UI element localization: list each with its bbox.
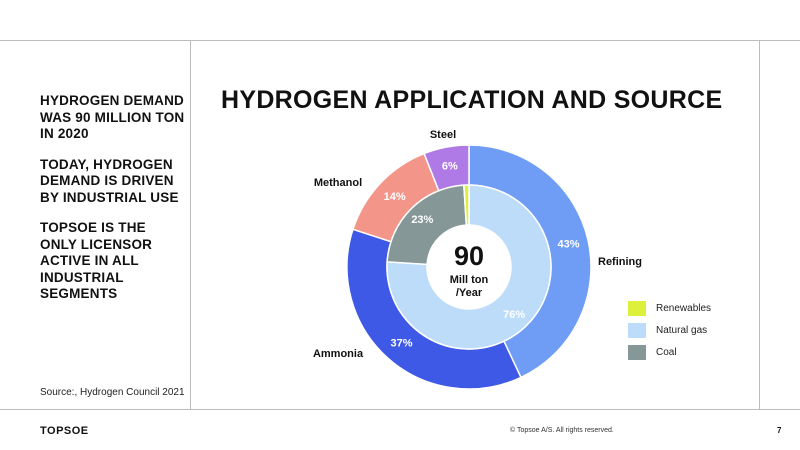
category-label-ammonia: Ammonia xyxy=(313,348,364,360)
category-label-refining: Refining xyxy=(598,256,642,268)
center-unit-line-2: /Year xyxy=(456,287,483,299)
legend-swatch-renewables xyxy=(628,300,646,316)
brand-logo-text: TOPSOE xyxy=(40,425,89,437)
outer-pct-ammonia: 37% xyxy=(391,337,413,349)
inner-ring xyxy=(386,184,552,350)
outer-pct-steel: 6% xyxy=(442,161,458,173)
inner-pct-natural-gas: 76% xyxy=(503,309,525,321)
legend-label-renewables: Renewables xyxy=(656,302,712,314)
statement-industrial-use: TODAY, HYDROGEN DEMAND IS DRIVEN BY INDU… xyxy=(40,156,179,205)
top-divider xyxy=(0,40,800,41)
chart-title: HYDROGEN APPLICATION AND SOURCE xyxy=(221,86,723,114)
chart-labels: 43% 37% 14% 6% 76% 23% Refining Ammonia Methanol… xyxy=(313,129,642,360)
outer-pct-refining: 43% xyxy=(558,239,580,251)
legend-label-coal: Coal xyxy=(656,346,677,358)
category-label-methanol: Methanol xyxy=(314,177,362,189)
legend-swatch-natural-gas xyxy=(628,322,646,338)
left-panel-divider xyxy=(190,40,191,409)
legend-label-natural-gas: Natural gas xyxy=(656,324,708,336)
legend: Renewables Natural gas Coal xyxy=(628,297,711,363)
left-panel: HYDROGEN DEMAND WAS 90 MILLION TON IN 20… xyxy=(40,93,185,317)
source-note: Source:, Hydrogen Council 2021 xyxy=(40,387,185,398)
legend-item-natural-gas: Natural gas xyxy=(628,319,711,341)
inner-pct-coal: 23% xyxy=(411,214,433,226)
category-label-steel: Steel xyxy=(430,129,456,141)
legend-swatch-coal xyxy=(628,344,646,360)
outer-pct-methanol: 14% xyxy=(384,191,406,203)
copyright-notice: © Topsoe A/S. All rights reserved. xyxy=(510,427,614,434)
center-hole xyxy=(427,225,511,309)
bottom-divider xyxy=(0,409,800,410)
center-value: 90 xyxy=(454,241,484,271)
right-margin-divider xyxy=(759,40,760,409)
page-number: 7 xyxy=(777,426,782,435)
inner-slice-natural-gas xyxy=(386,184,552,350)
legend-item-renewables: Renewables xyxy=(628,297,711,319)
statement-demand: HYDROGEN DEMAND WAS 90 MILLION TON IN 20… xyxy=(40,93,185,141)
center-unit-line-1: Mill ton xyxy=(450,274,489,286)
legend-item-coal: Coal xyxy=(628,341,711,363)
statement-licensor: TOPSOE IS THE ONLY LICENSOR ACTIVE IN AL… xyxy=(40,220,153,301)
